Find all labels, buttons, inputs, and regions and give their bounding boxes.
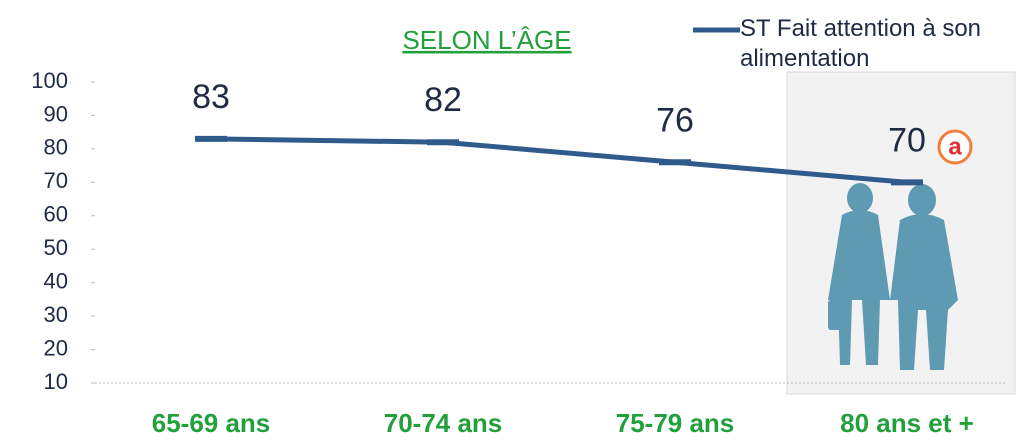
y-tick-label: 70: [44, 168, 68, 193]
chart-title: SELON L’ÂGE: [402, 25, 571, 55]
value-label: 82: [424, 81, 462, 119]
y-tick-label: 50: [44, 235, 68, 260]
y-tick-label: 80: [44, 135, 68, 160]
value-label: 76: [656, 101, 694, 139]
x-tick-label: 80 ans et +: [840, 408, 974, 438]
silhouette-icon: [828, 183, 958, 370]
value-label: 70: [888, 121, 926, 159]
x-tick-label: 70-74 ans: [384, 408, 503, 438]
line: [210, 136, 908, 185]
y-tick-label: 20: [44, 335, 68, 360]
y-tick-label: 90: [44, 101, 68, 126]
y-tick-label: 60: [44, 202, 68, 227]
y-tick-label: 100: [31, 68, 68, 93]
x-tick-label: 75-79 ans: [616, 408, 735, 438]
y-tick-label: 40: [44, 268, 68, 293]
value-label: 83: [192, 78, 230, 116]
legend-label: ST Fait attention à son alimentation: [740, 15, 982, 72]
y-tick-label: 10: [44, 369, 68, 394]
annotation-circle: [937, 129, 973, 165]
x-tick-label: 65-69 ans: [152, 408, 271, 438]
y-tick-label: 30: [44, 302, 68, 327]
annotation: a: [948, 133, 962, 160]
